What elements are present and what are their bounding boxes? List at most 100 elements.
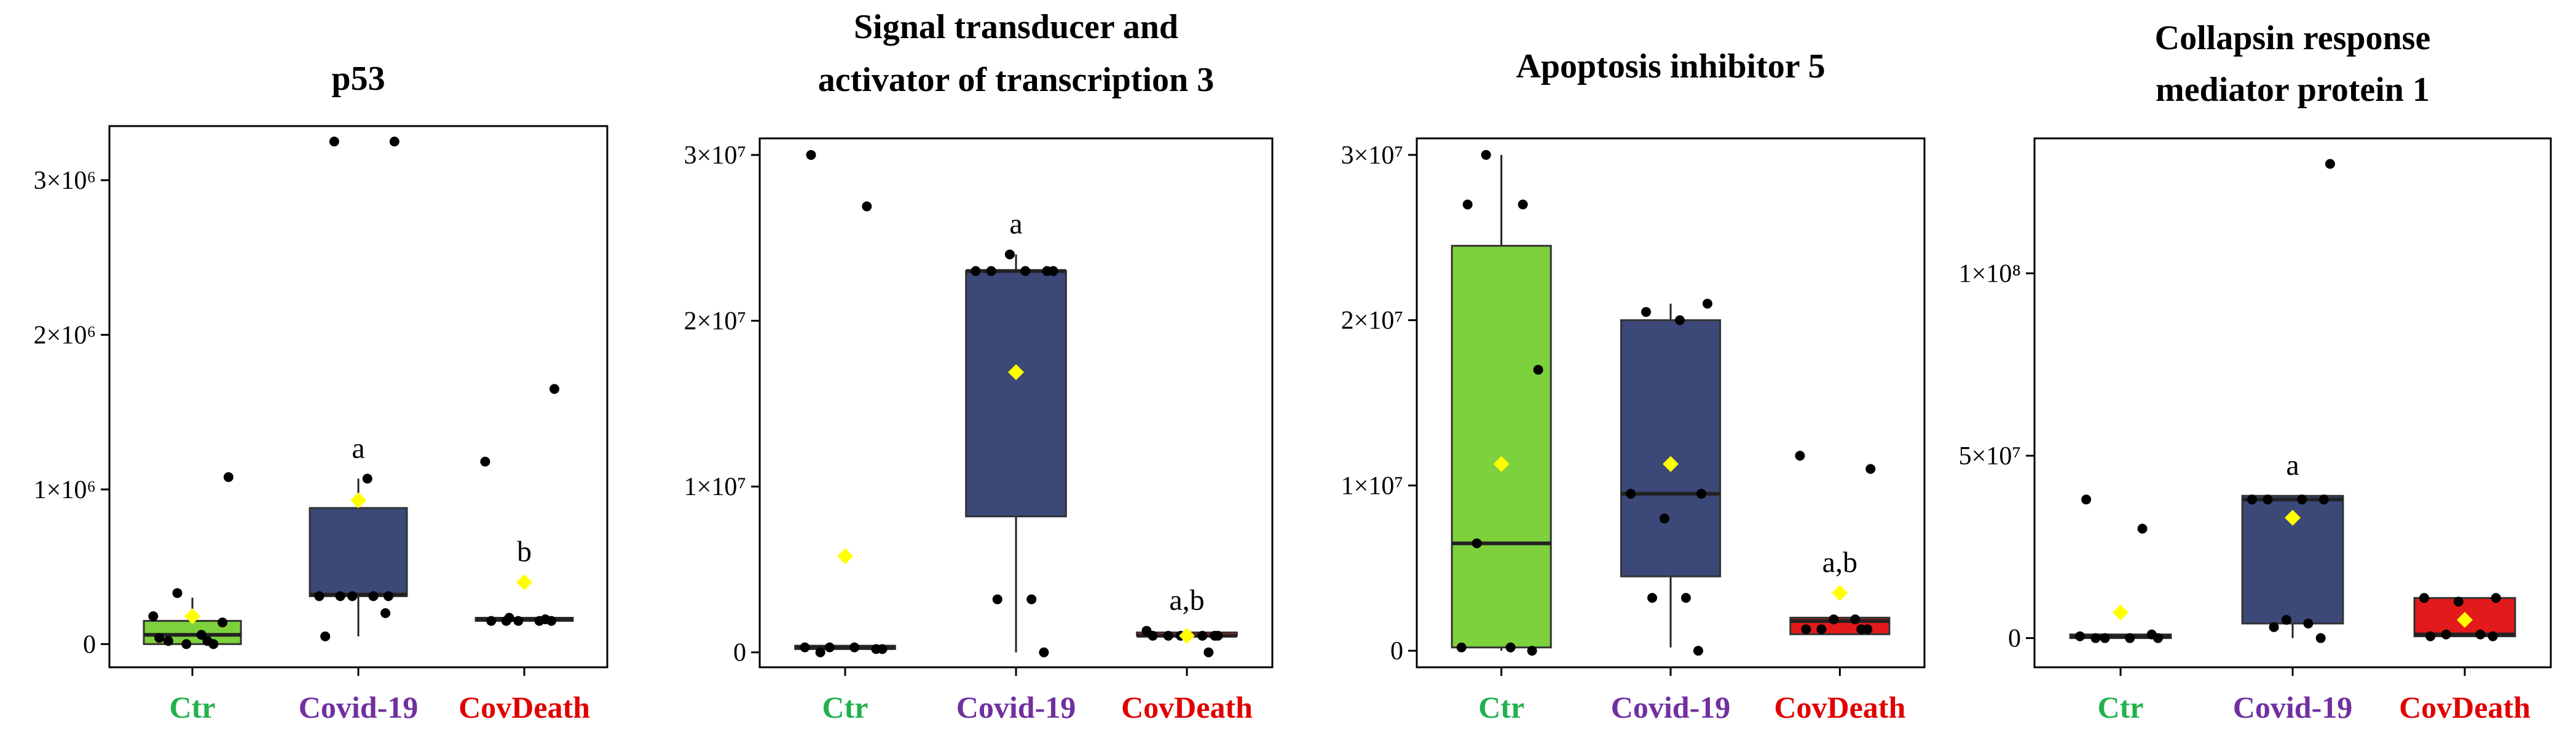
data-point bbox=[389, 137, 400, 147]
data-point bbox=[1850, 614, 1861, 625]
data-point bbox=[2146, 629, 2157, 640]
significance-label: b bbox=[517, 536, 532, 568]
mean-marker bbox=[516, 574, 532, 590]
x-category-label: Covid-19 bbox=[299, 690, 418, 724]
x-category-label: CovDeath bbox=[459, 690, 590, 724]
mean-marker bbox=[1179, 627, 1195, 644]
y-tick-label: 1×10⁸ bbox=[1959, 260, 2021, 288]
data-point bbox=[1026, 594, 1037, 605]
data-point bbox=[1702, 298, 1712, 309]
box-covid-19 bbox=[965, 270, 1067, 518]
x-category-label: CovDeath bbox=[1121, 690, 1253, 724]
data-point bbox=[540, 614, 551, 625]
data-point bbox=[2491, 593, 2501, 603]
data-point bbox=[181, 639, 192, 649]
data-point bbox=[223, 472, 234, 482]
box-covid-19 bbox=[309, 507, 408, 597]
y-tick-label: 2×10⁶ bbox=[34, 321, 96, 349]
data-point bbox=[971, 266, 981, 276]
data-point bbox=[480, 456, 490, 467]
data-point bbox=[217, 617, 227, 628]
significance-label: a bbox=[352, 432, 364, 464]
data-point bbox=[154, 633, 165, 643]
data-point bbox=[1210, 630, 1220, 641]
x-category-label: Ctr bbox=[822, 690, 869, 724]
data-point bbox=[202, 636, 213, 646]
y-tick-label: 1×10⁷ bbox=[1341, 472, 1403, 500]
data-point bbox=[1696, 488, 1706, 499]
data-point bbox=[2315, 633, 2326, 643]
data-point bbox=[1527, 646, 1537, 656]
data-point bbox=[1148, 630, 1158, 641]
x-category-label: Covid-19 bbox=[2233, 690, 2352, 724]
data-point bbox=[986, 266, 996, 276]
data-point bbox=[1693, 646, 1703, 656]
data-point bbox=[2487, 631, 2498, 641]
plot-area bbox=[2033, 137, 2552, 669]
data-point bbox=[1471, 538, 1482, 549]
data-point bbox=[513, 616, 524, 626]
chart-panel: Collapsin response mediator protein 1 0 5×1… bbox=[1959, 19, 2552, 724]
data-point bbox=[2297, 494, 2307, 505]
mean-marker bbox=[837, 548, 853, 565]
data-point bbox=[2137, 523, 2148, 534]
mean-marker bbox=[1008, 364, 1024, 381]
data-point bbox=[1816, 624, 1827, 635]
significance-label: a,b bbox=[1169, 584, 1204, 617]
data-point bbox=[380, 608, 391, 618]
data-point bbox=[1004, 249, 1015, 260]
y-tick-label: 0 bbox=[733, 639, 746, 667]
data-point bbox=[1674, 315, 1685, 325]
y-tick-label: 1×10⁶ bbox=[34, 476, 96, 504]
data-point bbox=[1856, 624, 1867, 635]
data-point bbox=[1660, 514, 1670, 524]
data-point bbox=[2318, 494, 2329, 505]
chart-panel: Apoptosis inhibitor 5 0 1×10⁷ 2×10⁷ 3×10⁷ Ctr… bbox=[1341, 47, 1926, 724]
data-point bbox=[1505, 642, 1516, 653]
data-point bbox=[1020, 266, 1031, 276]
x-category-label: Ctr bbox=[2098, 690, 2144, 724]
chart-panel: Signal transducer and activator of transc… bbox=[684, 8, 1274, 724]
mean-marker bbox=[2285, 509, 2301, 526]
data-point bbox=[1795, 451, 1805, 461]
chart-title: activator of transcription 3 bbox=[818, 61, 1214, 99]
data-point bbox=[314, 591, 325, 601]
data-point bbox=[2303, 618, 2314, 629]
significance-label: a bbox=[2286, 449, 2299, 482]
data-point bbox=[2100, 633, 2110, 643]
data-point bbox=[148, 611, 159, 622]
data-point bbox=[2090, 633, 2101, 643]
mean-marker bbox=[350, 492, 366, 509]
data-point bbox=[862, 201, 872, 212]
data-point bbox=[1647, 593, 1658, 603]
data-point bbox=[163, 636, 173, 646]
data-point bbox=[347, 591, 358, 601]
chart-panel: p53 0 1×10⁶ 2×10⁶ 3×10⁶ Ctr Covid-19 a CovDeath b bbox=[34, 60, 609, 724]
y-tick-label: 3×10⁷ bbox=[684, 141, 746, 170]
data-point bbox=[172, 588, 183, 598]
y-tick-label: 0 bbox=[1390, 637, 1403, 665]
data-point bbox=[2125, 633, 2135, 643]
data-point bbox=[486, 616, 497, 626]
chart-title: Apoptosis inhibitor 5 bbox=[1516, 47, 1825, 85]
data-point bbox=[871, 644, 881, 654]
data-point bbox=[1641, 307, 1652, 317]
significance-label: a bbox=[1009, 208, 1022, 240]
data-point bbox=[1039, 647, 1049, 657]
data-point bbox=[1481, 149, 1491, 160]
data-point bbox=[1829, 614, 1839, 625]
data-point bbox=[2441, 629, 2451, 640]
data-point bbox=[2247, 494, 2257, 505]
y-tick-label: 0 bbox=[83, 630, 96, 659]
data-point bbox=[2281, 614, 2291, 625]
data-point bbox=[824, 642, 835, 653]
data-point bbox=[2475, 629, 2486, 640]
data-point bbox=[1163, 630, 1173, 641]
data-point bbox=[1801, 624, 1811, 635]
data-point bbox=[335, 591, 345, 601]
x-category-label: Ctr bbox=[170, 690, 216, 724]
mean-marker bbox=[184, 608, 200, 625]
data-point bbox=[368, 591, 379, 601]
data-point bbox=[1197, 630, 1208, 641]
